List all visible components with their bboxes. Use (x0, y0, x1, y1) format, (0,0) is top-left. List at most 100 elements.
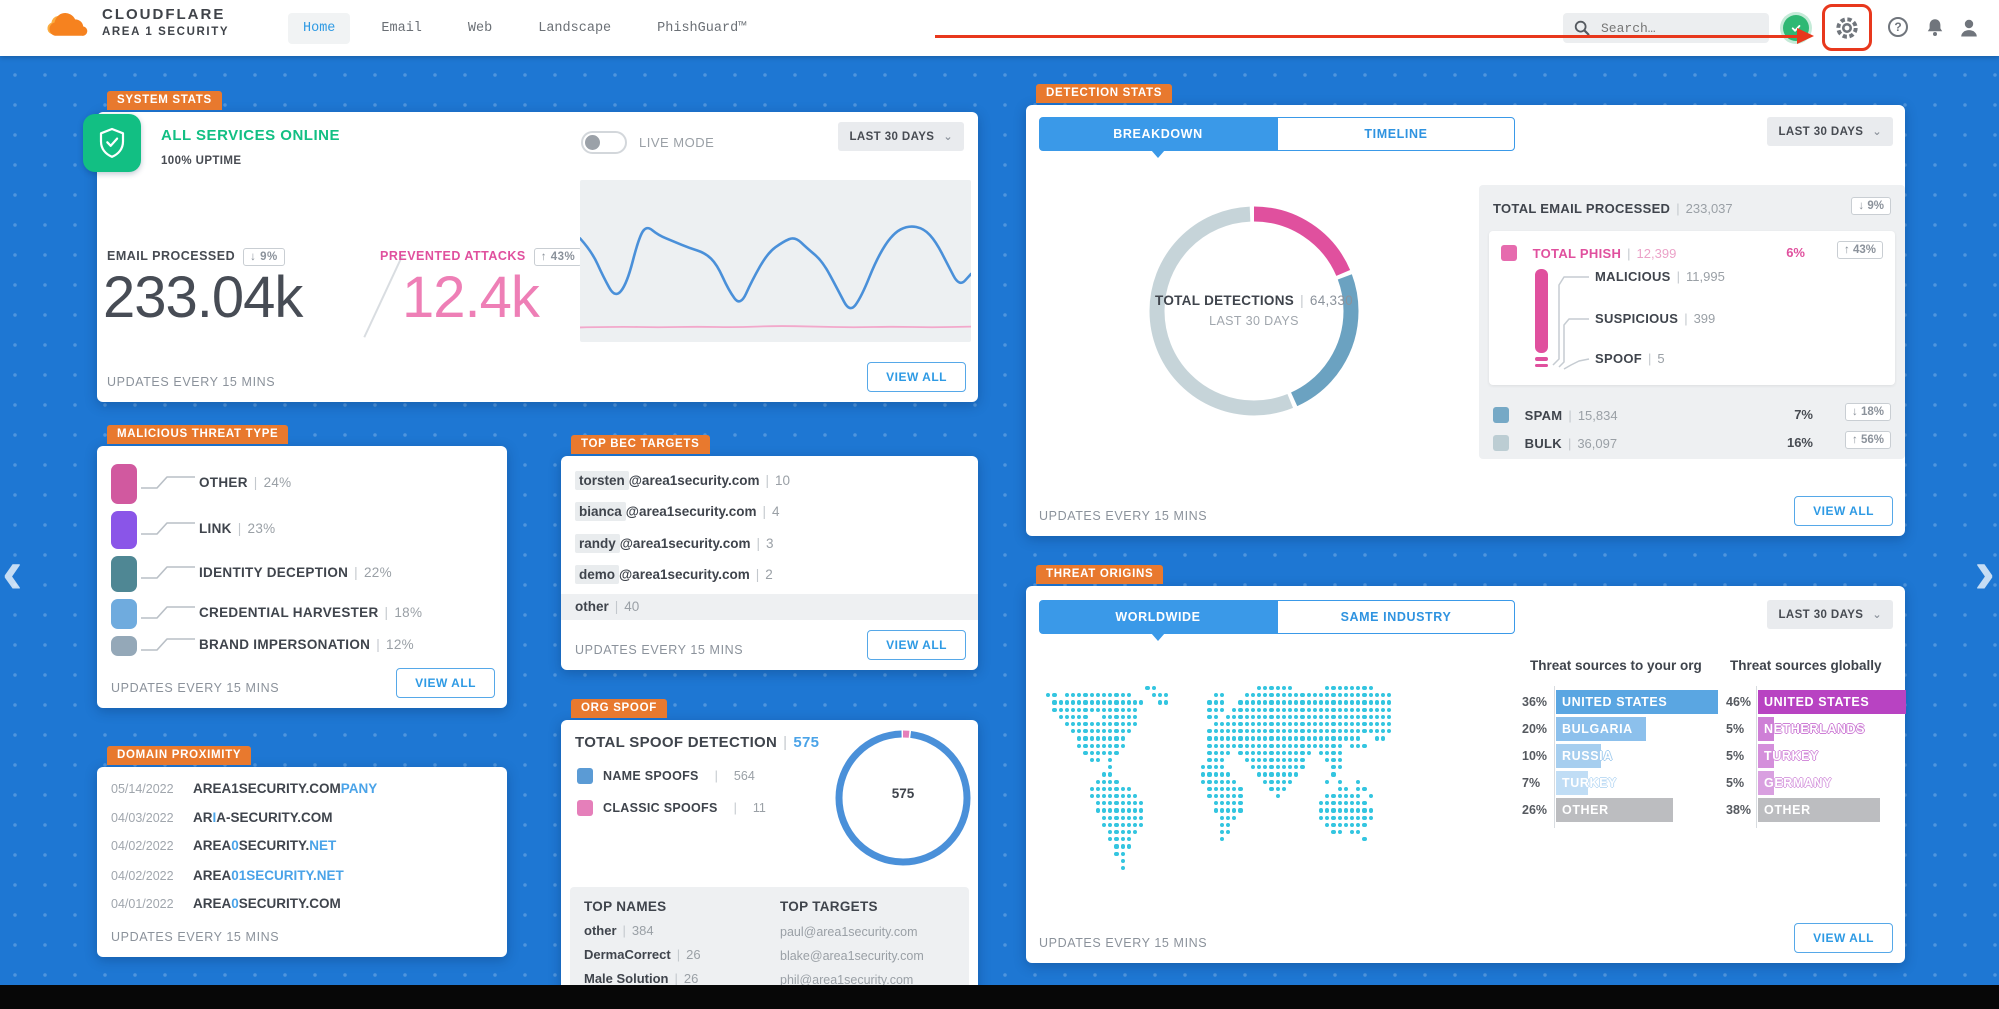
search-box[interactable] (1563, 13, 1769, 43)
origin-pct: 46% (1726, 695, 1752, 709)
nav-item-email[interactable]: Email (381, 20, 422, 36)
domain-row: 04/02/2022 AREA01SECURITY.NET (111, 868, 344, 883)
origin-pct: 7% (1522, 776, 1541, 790)
top-target-row: paul@area1security.com (780, 925, 918, 939)
threat-type-row: CREDENTIAL HARVESTER | 18% (199, 605, 423, 620)
account-button[interactable] (1958, 17, 1980, 39)
bec-row: torsten @area1security.com | 10 (561, 468, 978, 494)
nav-item-phishguard[interactable]: PhishGuard™ (657, 20, 747, 36)
updates-note: UPDATES EVERY 15 MINS (575, 643, 744, 657)
card-tag: THREAT ORIGINS (1036, 565, 1164, 584)
threat-type-swatch (111, 511, 137, 549)
phish-bar-tick (1535, 357, 1548, 361)
spoof-legend-row: NAME SPOOFS | 564 (577, 768, 755, 784)
brand-name: CLOUDFLARE (102, 6, 226, 23)
axis-line (1756, 686, 1757, 828)
connector-line (141, 566, 195, 579)
threat-type-swatch (111, 556, 137, 592)
malicious-threat-type-card: MALICIOUS THREAT TYPE OTHER | 24% LINK | 23% I… (97, 425, 507, 708)
view-all-button[interactable]: VIEW ALL (1794, 496, 1893, 526)
card-tag: TOP BEC TARGETS (571, 435, 710, 454)
prevented-attacks-label: PREVENTED ATTACKS ↑ 43% (380, 248, 583, 266)
delta-badge: ↓ 18% (1845, 403, 1891, 421)
carousel-next-button[interactable]: › (1974, 538, 1995, 607)
tab-breakdown[interactable]: BREAKDOWN (1039, 117, 1277, 158)
total-phish-row: TOTAL PHISH | 12,399 6% ↑ 43% (1501, 241, 1883, 261)
main-nav: Home Email Web Landscape PhishGuard™ (288, 0, 761, 56)
nav-item-landscape[interactable]: Landscape (538, 20, 612, 36)
view-all-button[interactable]: VIEW ALL (867, 362, 966, 392)
tab-timeline[interactable]: TIMELINE (1277, 117, 1515, 151)
threat-origins-card: THREAT ORIGINS WORLDWIDE SAME INDUSTRY LA… (1026, 565, 1906, 963)
live-mode-label: LIVE MODE (639, 135, 715, 150)
origin-pct: 10% (1522, 749, 1548, 763)
brand-subtitle: AREA 1 SECURITY (102, 26, 230, 38)
world-map (1040, 686, 1406, 878)
bec-row: bianca @area1security.com | 4 (561, 499, 978, 525)
period-dropdown[interactable]: LAST 30 DAYS ⌄ (1767, 117, 1893, 146)
top-name-row: other | 384 (584, 923, 654, 938)
phish-bar-tick (1535, 364, 1548, 367)
updates-note: UPDATES EVERY 15 MINS (111, 930, 280, 944)
breakdown-row: MALICIOUS | 11,995 (1595, 269, 1725, 284)
threat-type-row: BRAND IMPERSONATION | 12% (199, 637, 414, 652)
card-tag: ORG SPOOF (571, 699, 667, 718)
card-tag: MALICIOUS THREAT TYPE (107, 425, 289, 444)
threat-origin-tabs: WORLDWIDE SAME INDUSTRY (1039, 600, 1515, 641)
brand-logo: CLOUDFLARE AREA 1 SECURITY (40, 6, 229, 40)
view-all-button[interactable]: VIEW ALL (396, 668, 495, 698)
connector-line (141, 606, 195, 619)
origin-pct: 38% (1726, 803, 1752, 817)
origin-bar-united-states: UNITED STATES (1556, 690, 1718, 714)
threat-type-swatch (111, 464, 137, 504)
total-email-row: TOTAL EMAIL PROCESSED | 233,037 ↓ 9% (1493, 197, 1891, 216)
spam-color-square (1493, 407, 1509, 423)
help-button[interactable]: ? (1888, 17, 1910, 39)
annotation-arrow-line (935, 35, 1799, 38)
bec-row: demo @area1security.com | 2 (561, 562, 978, 588)
spam-row: SPAM | 15,834 7% ↓ 18% (1493, 403, 1891, 423)
axis-line (1554, 686, 1555, 828)
tab-worldwide[interactable]: WORLDWIDE (1039, 600, 1277, 641)
bell-icon (1927, 19, 1943, 36)
threat-type-row: IDENTITY DECEPTION | 22% (199, 565, 392, 580)
tab-same-industry[interactable]: SAME INDUSTRY (1277, 600, 1515, 634)
origin-bar-other: OTHER (1556, 798, 1673, 822)
bulk-row: BULK | 36,097 16% ↑ 56% (1493, 431, 1891, 451)
breakdown-row: SPOOF | 5 (1595, 351, 1665, 366)
nav-item-web[interactable]: Web (467, 20, 493, 36)
origin-pct: 5% (1726, 749, 1745, 763)
email-processed-label: EMAIL PROCESSED ↓ 9% (107, 248, 285, 266)
detection-stats-card: DETECTION STATS BREAKDOWN TIMELINE LAST 3… (1026, 84, 1905, 536)
system-activity-chart (578, 180, 973, 342)
annotation-arrowhead (1797, 28, 1814, 44)
notifications-button[interactable] (1924, 17, 1946, 39)
top-name-row: Male Solution | 26 (584, 971, 699, 986)
domain-proximity-card: DOMAIN PROXIMITY 05/14/2022 AREA1SECURITY… (97, 746, 507, 957)
live-mode-toggle[interactable] (581, 131, 627, 154)
period-dropdown[interactable]: LAST 30 DAYS ⌄ (838, 122, 964, 151)
search-input[interactable] (1599, 19, 1753, 37)
org-sources-title: Threat sources to your org (1530, 658, 1702, 673)
domain-row: 04/01/2022 AREA0SECURITY.COM (111, 896, 341, 911)
top-target-row: blake@area1security.com (780, 949, 924, 963)
annotation-highlight-box (1822, 4, 1872, 51)
email-delta-badge: ↓ 9% (243, 248, 285, 266)
origin-bar-bulgaria: BULGARIA (1556, 717, 1646, 741)
view-all-button[interactable]: VIEW ALL (867, 630, 966, 660)
period-dropdown[interactable]: LAST 30 DAYS ⌄ (1767, 600, 1893, 629)
help-icon: ? (1888, 17, 1908, 37)
carousel-prev-button[interactable]: ‹ (2, 538, 23, 607)
bottom-bar (0, 985, 1999, 1009)
nav-item-home[interactable]: Home (288, 12, 351, 44)
user-icon (1961, 19, 1977, 37)
top-bec-targets-card: TOP BEC TARGETS torsten @area1security.co… (561, 435, 978, 670)
top-bar: CLOUDFLARE AREA 1 SECURITY Home Email Web L… (0, 0, 1999, 56)
updates-note: UPDATES EVERY 15 MINS (1039, 936, 1208, 950)
view-all-button[interactable]: VIEW ALL (1794, 923, 1893, 953)
settings-button[interactable] (1822, 4, 1872, 51)
top-name-row: DermaCorrect | 26 (584, 947, 701, 962)
origin-bar-turkey: TURKEY (1758, 744, 1818, 768)
global-sources-title: Threat sources globally (1730, 658, 1882, 673)
email-processed-value: 233.04k (103, 265, 303, 330)
